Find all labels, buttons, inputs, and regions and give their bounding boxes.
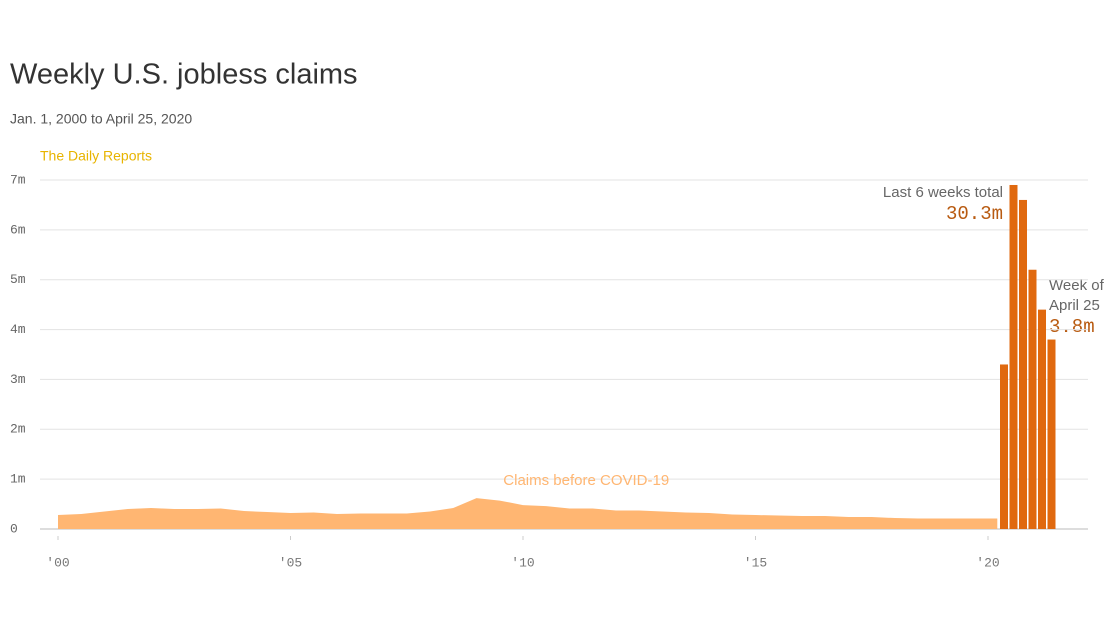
annotation: Week of [1049,277,1105,294]
watermark: The Daily Reports [40,148,152,164]
bar [1047,339,1056,529]
y-tick-label: 4m [10,322,26,337]
x-tick-label: '05 [279,555,302,570]
y-tick-label: 7m [10,172,26,187]
x-tick-label: '00 [46,555,69,570]
series-label: Claims before COVID-19 [503,472,669,489]
bar [1000,364,1008,529]
y-tick-label: 3m [10,372,26,387]
y-tick-label: 1m [10,472,26,487]
bar [1038,309,1046,529]
bar [1009,184,1018,529]
annotation-value: 30.3m [946,203,1003,225]
y-tick-label: 6m [10,222,26,237]
annotation-value: 3.8m [1049,316,1095,338]
x-tick-label: '15 [744,555,767,570]
y-tick-label: 5m [10,272,26,287]
chart-subtitle: Jan. 1, 2000 to April 25, 2020 [10,111,192,127]
bar [1028,269,1037,529]
x-tick-label: '20 [976,555,999,570]
bar [1019,199,1027,529]
chart-title: Weekly U.S. jobless claims [10,59,358,91]
annotation: April 25 [1049,297,1100,314]
x-tick-label: '10 [511,555,534,570]
y-tick-label: 0 [10,521,18,536]
area [58,498,998,529]
annotation: Last 6 weeks total [883,184,1003,201]
y-tick-label: 2m [10,422,26,437]
